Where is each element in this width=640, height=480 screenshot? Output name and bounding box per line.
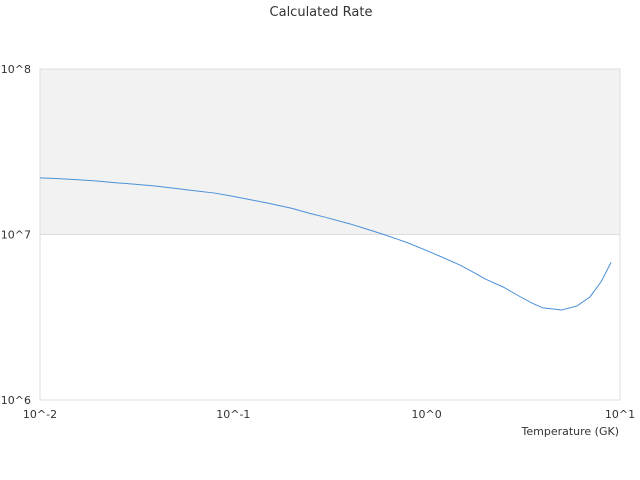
x-tick-label: 10^0 xyxy=(412,408,442,421)
y-tick-label: 10^8 xyxy=(1,63,31,76)
shaded-band xyxy=(40,69,620,235)
series-line xyxy=(39,177,612,311)
chart-title: Calculated Rate xyxy=(270,5,373,20)
x-axis-label: Temperature (GK) xyxy=(521,425,620,438)
axis-ticks: 10^-2 10^-1 10^0 10^1 10^6 10^7 10^8 xyxy=(1,63,635,421)
plot-frame xyxy=(39,68,621,401)
series-group xyxy=(39,177,612,311)
y-tick-label: 10^6 xyxy=(1,394,31,407)
x-tick-label: 10^-1 xyxy=(216,408,250,421)
y-tick-label: 10^7 xyxy=(1,229,31,242)
x-tick-label: 10^-2 xyxy=(23,408,57,421)
x-tick-label: 10^1 xyxy=(605,408,635,421)
